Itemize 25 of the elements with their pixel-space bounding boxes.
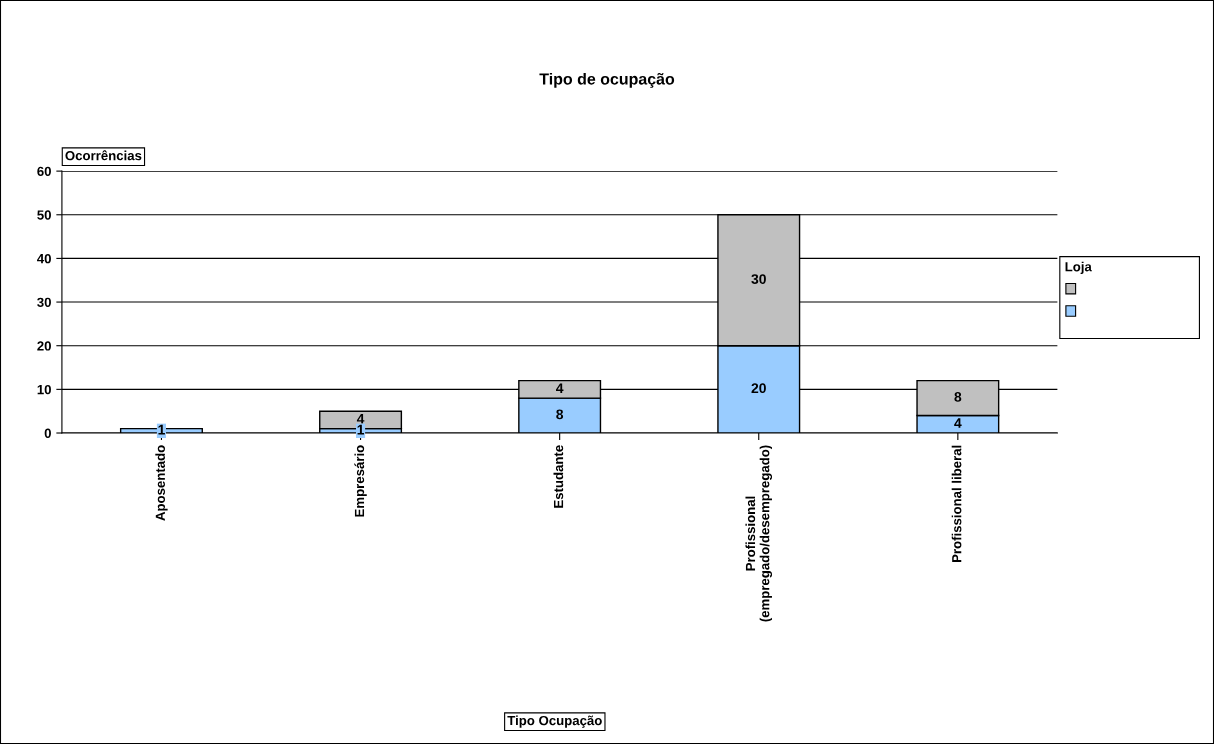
data-label: 20 — [751, 383, 766, 394]
x-tick-label: Profissional liberal — [951, 445, 962, 562]
data-label: 4 — [954, 418, 962, 428]
y-tick-label: 50 — [37, 210, 51, 220]
x-tick-label: Profissional (empregado/desempregado) — [745, 445, 773, 622]
y-tick-label: 30 — [37, 297, 51, 307]
x-tick-label: Aposentado — [155, 445, 168, 521]
y-tick-label: 10 — [37, 384, 51, 395]
y-tick-label: 60 — [37, 166, 51, 177]
data-label: 4 — [556, 383, 564, 393]
data-label: 30 — [751, 274, 766, 284]
data-label: 1 — [357, 424, 365, 435]
data-label: 8 — [556, 409, 564, 420]
data-label: 1 — [158, 424, 165, 435]
data-label: 8 — [954, 391, 962, 402]
x-tick-label: Estudante — [553, 445, 564, 508]
data-label: 4 — [356, 413, 365, 424]
legend-title: Loja — [1065, 261, 1092, 274]
y-tick-label: 20 — [37, 341, 51, 351]
text: Tipo Ocupação — [507, 715, 602, 728]
y-tick-label: 0 — [44, 428, 51, 438]
chart-title: Tipo de ocupação — [539, 72, 675, 88]
y-axis-title: Ocorrências — [65, 150, 142, 161]
y-tick-label: 40 — [37, 253, 51, 264]
x-tick-label: Empresário — [354, 445, 367, 517]
